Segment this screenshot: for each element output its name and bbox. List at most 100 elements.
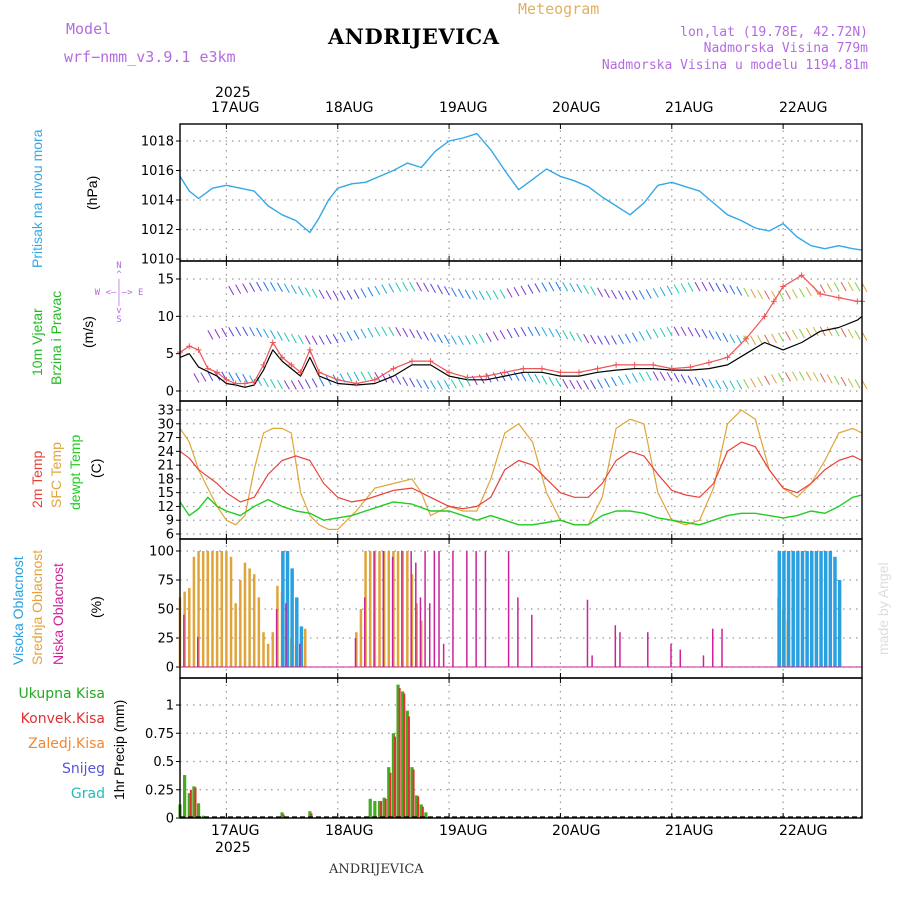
cloud-bar xyxy=(276,585,279,667)
cloud-bar xyxy=(373,551,377,667)
cloud-bar xyxy=(828,551,833,667)
wind-barb xyxy=(583,284,590,295)
wind-barb xyxy=(666,285,673,295)
wind-gust-marker xyxy=(334,376,341,383)
wind-barb xyxy=(778,332,784,342)
wind-gust-marker xyxy=(269,339,276,346)
cloud-bar xyxy=(442,643,445,667)
wind-gust-marker xyxy=(353,380,360,387)
wind-barb xyxy=(214,328,221,339)
cloud-bar xyxy=(262,632,265,667)
wind-gust-marker xyxy=(835,294,842,301)
y-tick-label: 0 xyxy=(166,812,174,827)
wind-barb xyxy=(180,335,185,344)
wind-barb xyxy=(590,379,597,390)
y-tick-label: 0.25 xyxy=(145,783,174,798)
wind-barb xyxy=(854,330,861,340)
wind-gust-marker xyxy=(297,369,304,376)
wind-barb xyxy=(492,331,499,341)
wind-barb xyxy=(430,380,436,390)
wind-gust-marker xyxy=(288,361,295,368)
wind-barb xyxy=(311,335,318,345)
precip-conv-bar xyxy=(403,693,406,818)
wind-gust-marker xyxy=(631,361,638,368)
wind-gust-marker xyxy=(575,369,582,376)
wind-barb xyxy=(423,379,430,390)
date-bottom-21: 21AUG xyxy=(665,823,714,839)
wind-barb xyxy=(798,288,805,298)
date-bottom-17: 17AUG xyxy=(211,823,260,839)
wind-barb xyxy=(527,372,534,383)
cloud-bar xyxy=(211,551,214,667)
cloud-bar xyxy=(201,551,205,667)
wind-barb xyxy=(513,371,520,381)
cloud-bar xyxy=(220,551,224,667)
wind-barb xyxy=(617,375,624,386)
cloud-bar xyxy=(234,603,237,667)
compass-up: ^ xyxy=(116,270,122,280)
wind-barb xyxy=(409,377,416,388)
wind-gust-marker xyxy=(650,361,657,368)
y-tick-label: 24 xyxy=(157,445,174,460)
wind-barb xyxy=(764,334,771,345)
wind-barb xyxy=(180,291,185,300)
wind-gust-marker xyxy=(724,354,731,361)
wind-barb xyxy=(631,332,638,343)
wind-barb xyxy=(840,376,847,387)
wind-barb xyxy=(263,377,269,388)
cloud-bar xyxy=(285,551,290,667)
wind-barb xyxy=(304,287,311,297)
y-tick-label: 75 xyxy=(157,574,174,589)
precip-conv-bar xyxy=(310,813,313,818)
wind-barb xyxy=(840,327,847,338)
wind-barb xyxy=(276,331,283,341)
cloud-bar xyxy=(782,551,786,667)
cloud-bar xyxy=(814,551,819,667)
wind-barb xyxy=(457,378,464,388)
y-tick-label: 12 xyxy=(157,500,174,515)
wind-barb xyxy=(318,335,325,345)
wind-barb xyxy=(785,331,791,341)
cloud-bar xyxy=(507,551,510,667)
wind-barb xyxy=(444,379,450,390)
wind-barb xyxy=(757,289,764,300)
wind-gust-marker xyxy=(687,364,694,371)
wind-barb xyxy=(548,281,555,292)
wind-barb xyxy=(346,290,353,300)
wind-barb xyxy=(283,283,290,293)
wind-barb xyxy=(715,331,722,341)
wind-barb xyxy=(764,375,771,385)
wind-barb xyxy=(304,379,311,389)
wind-barb xyxy=(297,286,304,296)
wind-barb xyxy=(464,377,471,387)
wind-barb xyxy=(485,373,492,383)
date-top-19: 19AUG xyxy=(439,100,488,116)
wind-barb xyxy=(666,372,673,382)
wind-barb xyxy=(687,327,694,337)
wind-gust-marker xyxy=(668,365,675,372)
cloud-bar xyxy=(285,603,287,667)
wind-barb xyxy=(680,326,687,337)
wind-barb xyxy=(444,334,450,345)
wind-barb xyxy=(645,329,652,340)
wind-barb xyxy=(402,327,409,338)
panel-border-temp xyxy=(179,400,863,540)
cloud-bar xyxy=(419,597,422,667)
y-tick-label: 21 xyxy=(157,459,174,474)
wind-barb xyxy=(562,330,569,340)
panel-border-precip xyxy=(179,677,863,819)
y-tick-label: 1016 xyxy=(141,164,174,179)
wind-barb xyxy=(715,282,722,293)
product-title: Meteogram xyxy=(518,0,600,18)
wind-speed-line xyxy=(179,315,863,388)
wind-barb xyxy=(381,284,388,294)
wind-barb xyxy=(283,332,290,343)
wind-barb xyxy=(430,283,436,294)
cloud-bar xyxy=(299,626,304,667)
y-tick-label: 15 xyxy=(157,273,174,288)
cloud-bar xyxy=(206,551,210,667)
wind-barb xyxy=(604,288,610,299)
wind-barb xyxy=(409,281,416,292)
wind-barb xyxy=(402,281,409,292)
wind-barb xyxy=(805,371,812,381)
